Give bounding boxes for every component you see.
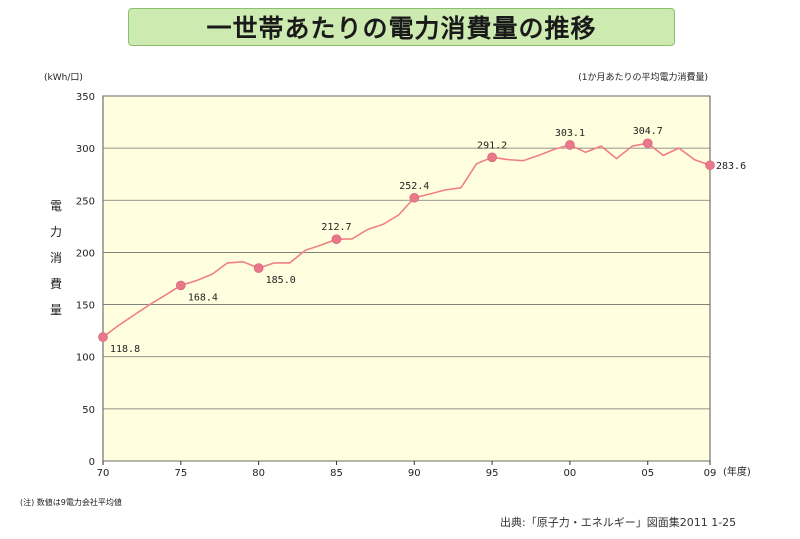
data-point <box>331 234 342 244</box>
data-label: 212.7 <box>321 222 351 233</box>
y-tick-label: 250 <box>76 196 95 207</box>
y-tick-label: 100 <box>76 353 95 364</box>
x-axis-ticks: 70 75 80 85 90 95 00 05 09 <box>97 461 717 479</box>
x-tick-label: 95 <box>486 468 499 479</box>
data-point <box>705 160 715 171</box>
chart-title: 一世帯あたりの電力消費量の推移 <box>206 14 597 43</box>
y-tick-label: 50 <box>82 405 95 416</box>
x-tick-label: 09 <box>704 468 717 479</box>
y-tick-label: 200 <box>76 248 95 259</box>
data-point <box>98 332 108 342</box>
x-tick-label: 75 <box>174 468 187 479</box>
data-label: 252.4 <box>399 181 429 192</box>
y-tick-label: 300 <box>76 144 95 155</box>
data-point <box>487 152 497 163</box>
data-point <box>565 140 575 150</box>
grid-lines <box>103 95 710 462</box>
y-axis-label: 電力消費量 <box>50 199 62 317</box>
series-line <box>102 142 711 338</box>
y-axis-label-char: 量 <box>50 303 62 317</box>
data-point <box>176 280 186 291</box>
data-label: 118.8 <box>110 344 140 355</box>
data-point <box>409 192 420 203</box>
x-tick-label: 80 <box>252 468 265 479</box>
source-credit: 出典:「原子力・エネルギー」図面集2011 1-25 <box>500 516 737 529</box>
data-point <box>253 263 264 273</box>
y-axis-label-char: 消 <box>50 251 62 265</box>
y-axis-label-char: 力 <box>50 225 62 239</box>
y-tick-label: 0 <box>89 457 95 468</box>
data-label: 185.0 <box>266 275 296 286</box>
data-label: 303.1 <box>555 128 585 139</box>
data-labels: 118.8 168.4 185.0 212.7 252.4 291.2 303.1 304.7… <box>110 126 746 355</box>
title-box: 一世帯あたりの電力消費量の推移 <box>128 8 675 46</box>
chart-subtitle: (1か月あたりの平均電力消費量) <box>578 71 708 83</box>
y-axis-label-char: 電 <box>50 199 62 213</box>
x-tick-label: 00 <box>564 468 577 479</box>
y-axis-ticks: 0 50 100 150 200 250 300 350 <box>76 92 95 468</box>
x-tick-label: 70 <box>97 468 110 479</box>
data-point <box>642 138 653 149</box>
data-label: 291.2 <box>477 140 507 151</box>
data-label: 304.7 <box>633 126 663 137</box>
data-markers <box>98 138 715 342</box>
line-chart: 0 50 100 150 200 250 300 350 70 75 80 85 90 95 00 05 09… <box>44 71 751 479</box>
data-label: 283.6 <box>716 161 746 172</box>
y-tick-label: 350 <box>76 92 95 103</box>
plot-area <box>102 95 711 462</box>
x-tick-label: 05 <box>641 468 654 479</box>
y-unit-label: (kWh/口) <box>44 73 83 83</box>
x-tick-label: 85 <box>330 468 343 479</box>
y-axis-label-char: 費 <box>50 276 62 291</box>
y-tick-label: 150 <box>76 301 95 312</box>
data-label: 168.4 <box>188 292 218 303</box>
x-tick-label: 90 <box>408 468 421 479</box>
x-axis-label: (年度) <box>723 465 751 478</box>
footnote: (注) 数値は9電力会社平均値 <box>20 498 122 507</box>
